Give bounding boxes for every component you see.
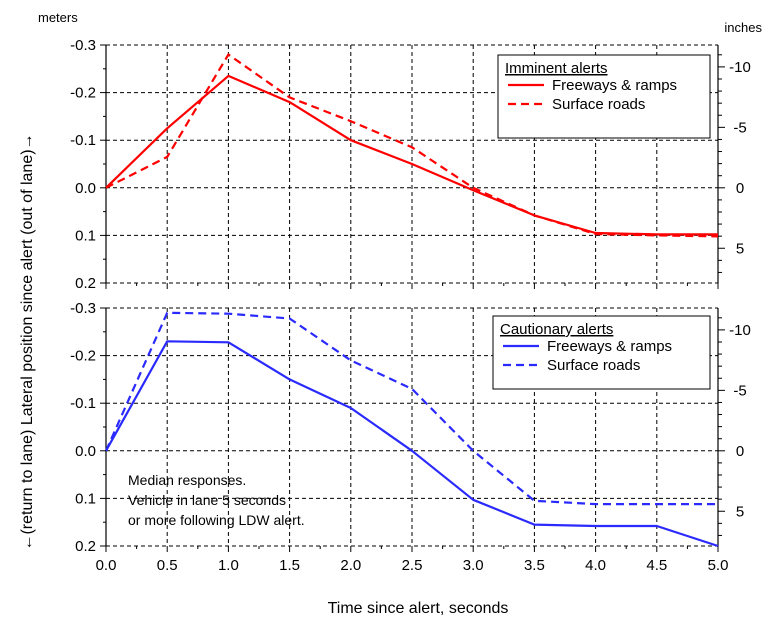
y-tick-label: -0.3 [70, 37, 96, 54]
x-tick-label: 4.5 [646, 557, 667, 574]
legend-box [497, 54, 711, 139]
series-line-surface-roads [105, 53, 719, 238]
y-tick-label: 0.0 [75, 443, 96, 460]
y-tick-label: 0.0 [75, 180, 96, 197]
legend-title: Imminent alerts [505, 60, 608, 77]
legend-label: Surface roads [547, 357, 640, 374]
right-tick-label: 5 [736, 503, 744, 520]
x-tick-label: 2.0 [340, 557, 361, 574]
note-line-1: Median responses. [128, 472, 246, 488]
right-tick-label: 0 [736, 443, 744, 460]
x-tick-label: 5.0 [708, 557, 729, 574]
right-tick-label: 0 [736, 180, 744, 197]
y-tick-label: -0.2 [70, 85, 96, 102]
ticks-layer: -0.3 -0.2 -0.1 0.0 0.1 0.2 -10 -5 0 5 -0.3 -0.2 -0.1… [70, 37, 751, 574]
legend-label: Surface roads [552, 96, 645, 113]
right-tick-label: -5 [733, 382, 746, 399]
frame-layer [105, 44, 719, 547]
y-tick-label: -0.1 [70, 395, 96, 412]
x-tick-label: 2.5 [402, 557, 423, 574]
legend-label: Freeways & ramps [547, 338, 672, 355]
legend-box [492, 315, 711, 390]
right-tick-label: -5 [733, 119, 746, 136]
note-line-3: or more following LDW alert. [128, 512, 305, 528]
note-line-2: Vehicle in lane 5 seconds [128, 492, 286, 508]
x-axis-title: Time since alert, seconds [328, 600, 509, 617]
y-tick-label: -0.3 [70, 300, 96, 317]
right-tick-label: -10 [729, 322, 751, 339]
y-tick-label: -0.2 [70, 348, 96, 365]
x-tick-label: 3.5 [524, 557, 545, 574]
y-tick-label: 0.1 [75, 227, 96, 244]
y-tick-label: 0.1 [75, 490, 96, 507]
series-line-freeways-ramps [105, 74, 718, 236]
right-tick-label: -10 [729, 59, 751, 76]
x-tick-label: 4.0 [585, 557, 606, 574]
y-axis-title: ←(return to lane) Lateral position since… [19, 133, 36, 550]
series-line-freeways-ramps [105, 340, 719, 548]
series-layer [104, 53, 719, 548]
x-tick-label: 0.0 [96, 557, 117, 574]
x-tick-label: 3.0 [463, 557, 484, 574]
y-tick-label: 0.2 [75, 275, 96, 292]
x-tick-label: 1.0 [218, 557, 239, 574]
legend-title: Cautionary alerts [500, 321, 613, 338]
left-unit-label: meters [38, 10, 78, 25]
right-tick-label: 5 [736, 240, 744, 257]
y-tick-label: -0.1 [70, 132, 96, 149]
x-tick-label: 1.5 [279, 557, 300, 574]
right-unit-label: inches [724, 20, 762, 35]
x-tick-label: 0.5 [157, 557, 178, 574]
y-tick-label: 0.2 [75, 538, 96, 555]
legend-label: Freeways & ramps [552, 77, 677, 94]
